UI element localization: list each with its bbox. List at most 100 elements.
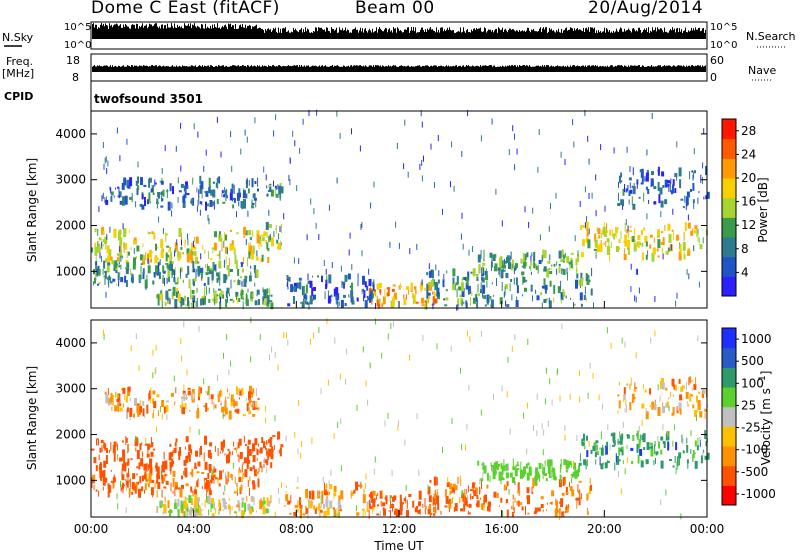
data-cell (452, 496, 454, 503)
nsky-bar (365, 28, 366, 39)
data-cell (434, 489, 436, 495)
data-cell (200, 509, 202, 514)
nsky-bar (337, 32, 338, 39)
data-cell (200, 446, 202, 455)
data-cell (563, 258, 566, 261)
data-cell (243, 435, 245, 443)
data-cell (694, 452, 696, 455)
data-cell (587, 492, 589, 499)
data-cell (136, 473, 138, 476)
data-cell (516, 461, 519, 464)
data-cell (573, 462, 577, 470)
data-cell (198, 393, 200, 401)
nsky-bar (285, 27, 286, 39)
data-cell (558, 508, 561, 516)
nsky-bar (649, 33, 650, 39)
data-cell (698, 281, 700, 288)
data-cell (414, 286, 417, 291)
freq-bar (212, 66, 213, 72)
data-cell (109, 256, 113, 261)
data-cell (266, 295, 270, 304)
nsky-bar (152, 26, 153, 39)
data-cell (191, 498, 193, 505)
data-cell (184, 403, 187, 409)
nsky-bar (278, 27, 279, 39)
data-cell (208, 299, 211, 303)
freq-bar (698, 65, 699, 72)
data-cell (194, 256, 198, 264)
data-cell (516, 148, 518, 155)
nsky-bar (170, 27, 171, 39)
nsky-bar (505, 28, 506, 39)
data-cell (322, 495, 324, 504)
data-cell (108, 449, 110, 453)
data-cell (580, 225, 583, 231)
freq-bar (424, 66, 425, 72)
data-cell (564, 159, 566, 165)
data-cell (256, 294, 258, 297)
freq-bar (99, 65, 100, 72)
data-cell (477, 283, 479, 292)
nsky-bar (450, 29, 451, 39)
data-cell (461, 288, 465, 297)
nsky-bar (676, 28, 677, 39)
data-cell (396, 142, 398, 149)
data-cell (176, 277, 179, 284)
data-cell (254, 300, 258, 306)
data-cell (254, 438, 258, 446)
data-cell (247, 453, 249, 463)
nsky-bar (516, 30, 517, 39)
nsky-bar (139, 26, 140, 39)
freq-bar (135, 65, 136, 72)
nsky-bar (129, 28, 130, 39)
freq-bar (675, 66, 676, 72)
data-cell (223, 505, 227, 510)
freq-bar (451, 66, 452, 72)
freq-bar (276, 66, 277, 72)
data-cell (201, 486, 203, 490)
data-cell (318, 327, 320, 334)
nsky-bar (565, 28, 566, 39)
nsky-bar (561, 28, 562, 39)
x-tick-label: 00:00 (690, 522, 725, 536)
data-cell (203, 165, 205, 172)
freq-bar (677, 65, 678, 72)
data-cell (311, 490, 315, 500)
data-cell (324, 291, 326, 300)
data-cell (128, 229, 130, 233)
nsky-bar (176, 28, 177, 39)
data-cell (626, 404, 628, 413)
data-cell (578, 279, 581, 286)
data-cell (321, 490, 324, 496)
freq-bar (127, 65, 128, 72)
data-cell (629, 225, 632, 228)
freq-bar (318, 66, 319, 72)
data-cell (125, 280, 128, 287)
freq-bar (581, 66, 582, 72)
nsky-bar (634, 29, 635, 39)
data-cell (218, 260, 222, 269)
data-cell (104, 271, 107, 280)
data-cell (198, 507, 201, 516)
data-cell (470, 296, 471, 306)
freq-bar (576, 66, 577, 72)
data-cell (213, 479, 215, 484)
data-cell (393, 497, 395, 500)
nsky-bar (661, 28, 662, 39)
data-cell (553, 284, 556, 294)
freq-bar (678, 65, 679, 72)
data-cell (186, 498, 189, 501)
data-cell (163, 452, 165, 458)
data-cell (484, 304, 487, 307)
nsky-bar (617, 31, 618, 39)
freq-bar (154, 65, 155, 72)
nsky-bar (549, 27, 550, 39)
data-cell (691, 170, 694, 173)
data-cell (228, 369, 230, 376)
nsky-bar (607, 29, 608, 39)
nsky-bar (175, 27, 176, 39)
freq-bar (372, 66, 373, 72)
freq-bar (560, 66, 561, 72)
data-cell (433, 493, 437, 499)
freq-bar (144, 65, 145, 72)
